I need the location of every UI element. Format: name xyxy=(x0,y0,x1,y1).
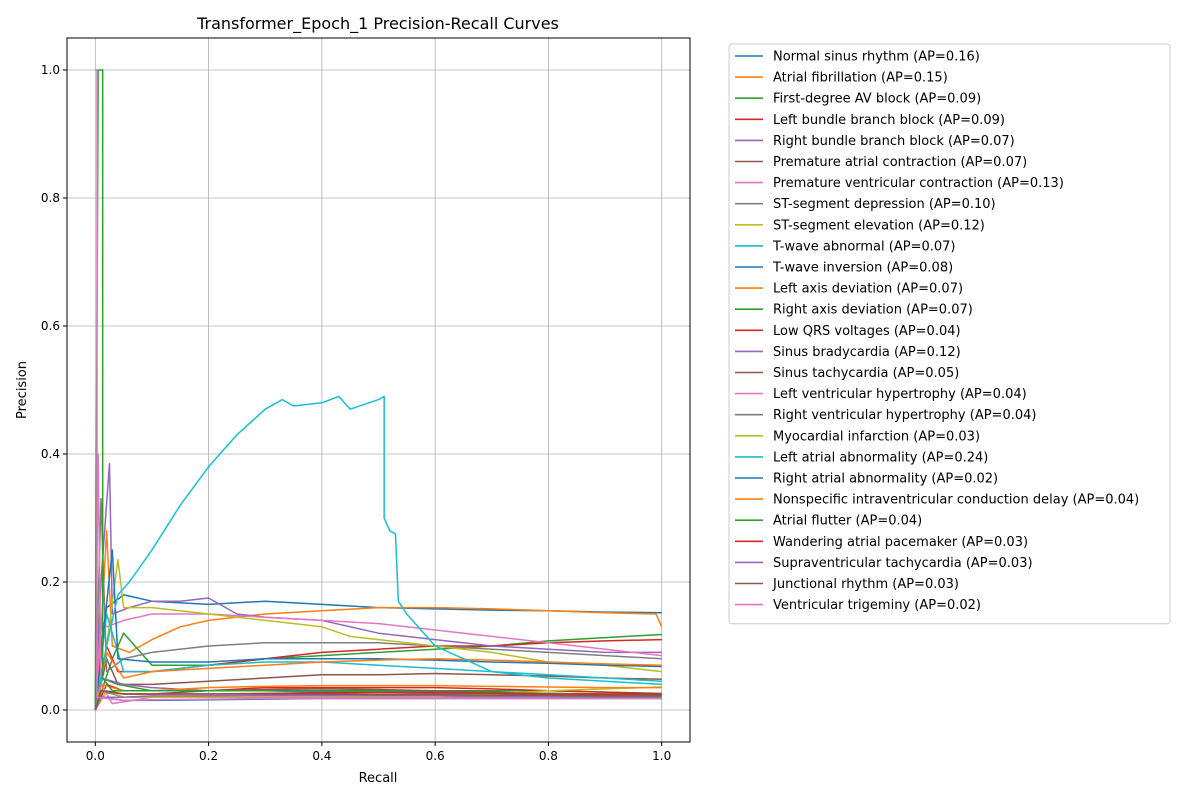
legend-entry: ST-segment elevation (AP=0.12) xyxy=(773,218,985,233)
legend-entry: Right ventricular hypertrophy (AP=0.04) xyxy=(773,408,1036,423)
y-axis-label: Precision xyxy=(15,361,30,419)
legend-entry: Premature ventricular contraction (AP=0.… xyxy=(773,176,1064,191)
legend-entry: Wandering atrial pacemaker (AP=0.03) xyxy=(773,535,1028,550)
legend-entry: Low QRS voltages (AP=0.04) xyxy=(773,324,961,339)
axes-frame xyxy=(66,37,691,743)
y-tick-label: 0.4 xyxy=(41,447,60,461)
legend-entry: T-wave abnormal (AP=0.07) xyxy=(772,239,955,254)
legend-entry: Nonspecific intraventricular conduction … xyxy=(773,493,1139,508)
y-tick-label: 0.8 xyxy=(41,191,60,205)
legend-entry: Atrial flutter (AP=0.04) xyxy=(773,514,922,529)
legend-entry: Left atrial abnormality (AP=0.24) xyxy=(773,450,988,465)
y-tick-label: 1.0 xyxy=(41,63,60,77)
chart-title: Transformer_Epoch_1 Precision-Recall Cur… xyxy=(196,14,559,34)
pr-curve-series-2 xyxy=(94,530,663,711)
legend-entry: ST-segment depression (AP=0.10) xyxy=(773,197,996,212)
legend-entry: First-degree AV block (AP=0.09) xyxy=(773,92,981,107)
x-tick-label: 0.4 xyxy=(312,749,331,763)
legend-entry: T-wave inversion (AP=0.08) xyxy=(772,261,953,276)
pr-curve-series-3 xyxy=(94,632,662,711)
pr-curve-series-27 xyxy=(95,69,662,702)
legend-entry: Myocardial infarction (AP=0.03) xyxy=(773,429,980,444)
y-tick-label: 0.0 xyxy=(41,703,60,717)
pr-curve-series-11 xyxy=(94,549,662,711)
x-tick-label: 1.0 xyxy=(652,749,671,763)
legend-entry: Right atrial abnormality (AP=0.02) xyxy=(773,472,998,487)
legend-entry: Ventricular trigeminy (AP=0.02) xyxy=(773,598,981,613)
pr-curve-series-26 xyxy=(94,690,662,711)
pr-curve-series-8 xyxy=(94,498,662,711)
legend-entry: Right bundle branch block (AP=0.07) xyxy=(773,134,1015,149)
legend-entry: Sinus bradycardia (AP=0.12) xyxy=(773,345,961,360)
pr-curve-series-12 xyxy=(94,651,662,711)
plot-area xyxy=(94,69,663,711)
x-axis-label: Recall xyxy=(359,771,398,786)
legend-entry: Left axis deviation (AP=0.07) xyxy=(773,282,963,297)
y-tick-label: 0.6 xyxy=(41,319,60,333)
grid xyxy=(67,38,690,742)
legend-entry: Left bundle branch block (AP=0.09) xyxy=(773,113,1005,128)
x-tick-label: 0.0 xyxy=(86,749,105,763)
x-tick-label: 0.8 xyxy=(539,749,558,763)
legend-entry: Normal sinus rhythm (AP=0.16) xyxy=(773,50,980,65)
legend-entry: Premature atrial contraction (AP=0.07) xyxy=(773,155,1027,170)
pr-curve-series-9 xyxy=(94,558,662,711)
legend-box xyxy=(728,43,1171,625)
legend-entry: Sinus tachycardia (AP=0.05) xyxy=(773,366,959,381)
legend-entry: Left ventricular hypertrophy (AP=0.04) xyxy=(773,387,1027,402)
y-tick-label: 0.2 xyxy=(41,575,60,589)
legend-entry: Supraventricular tachycardia (AP=0.03) xyxy=(773,556,1033,571)
legend-entry: Atrial fibrillation (AP=0.15) xyxy=(773,71,948,86)
x-tick-label: 0.6 xyxy=(426,749,445,763)
legend: Normal sinus rhythm (AP=0.16) Atrial fibr… xyxy=(728,43,1171,625)
pr-curve-series-20 xyxy=(94,395,662,711)
x-tick-label: 0.2 xyxy=(199,749,218,763)
legend-entry: Right axis deviation (AP=0.07) xyxy=(773,303,973,318)
axis-ticks: 0.0 0.2 0.4 0.6 0.8 1.0 0.0 0.2 0.4 0.6 0.8 1.0 xyxy=(41,63,671,763)
legend-entry: Junctional rhythm (AP=0.03) xyxy=(772,577,959,592)
